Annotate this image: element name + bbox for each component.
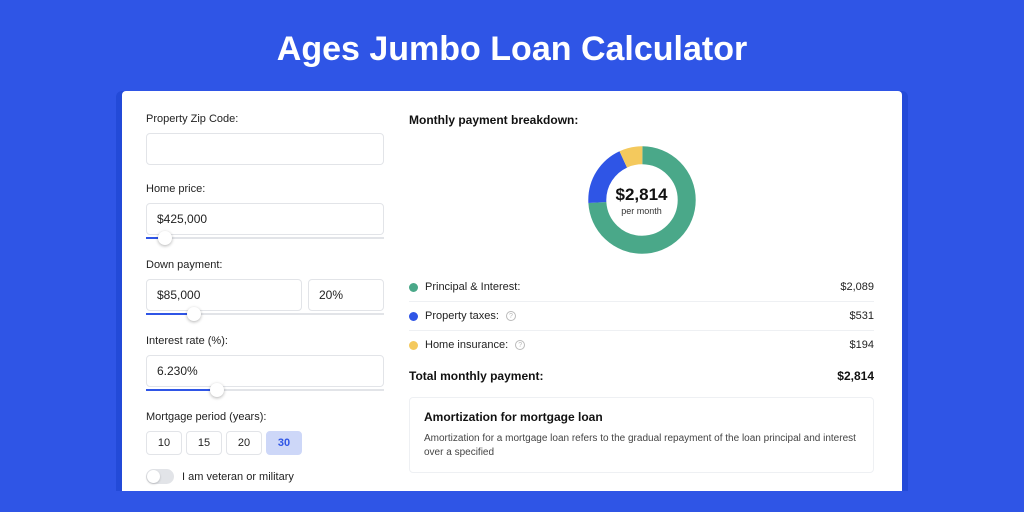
page-title: Ages Jumbo Loan Calculator (0, 0, 1024, 91)
card-shadow: Property Zip Code: Home price: Down paym… (116, 91, 908, 491)
donut-chart-wrap: $2,814 per month (409, 137, 874, 273)
breakdown-label: Property taxes: (425, 310, 499, 322)
toggle-knob-icon (147, 470, 160, 483)
legend-dot-icon (409, 341, 418, 350)
interest-rate-label: Interest rate (%): (146, 335, 387, 347)
donut-amount: $2,814 (616, 185, 668, 205)
home-price-slider[interactable] (146, 235, 384, 251)
veteran-toggle-row: I am veteran or military (146, 469, 387, 484)
breakdown-label: Home insurance: (425, 339, 508, 351)
zip-field-group: Property Zip Code: (146, 113, 387, 165)
interest-rate-input[interactable] (146, 355, 384, 387)
veteran-toggle-label: I am veteran or military (182, 471, 294, 483)
breakdown-value: $531 (850, 310, 874, 322)
down-payment-group: Down payment: (146, 259, 387, 327)
amortization-title: Amortization for mortgage loan (424, 410, 859, 424)
zip-input[interactable] (146, 133, 384, 165)
interest-rate-slider[interactable] (146, 387, 384, 403)
mortgage-period-label: Mortgage period (years): (146, 411, 387, 423)
period-button-10[interactable]: 10 (146, 431, 182, 455)
donut-center: $2,814 per month (583, 141, 701, 259)
breakdown-row-tax: Property taxes:? $531 (409, 302, 874, 331)
info-icon[interactable]: ? (515, 340, 525, 350)
down-payment-amount-input[interactable] (146, 279, 302, 311)
mortgage-period-group: Mortgage period (years): 10152030 (146, 411, 387, 455)
breakdown-title: Monthly payment breakdown: (409, 113, 874, 127)
home-price-label: Home price: (146, 183, 387, 195)
breakdown-label: Principal & Interest: (425, 281, 520, 293)
home-price-input[interactable] (146, 203, 384, 235)
donut-chart: $2,814 per month (583, 141, 701, 259)
amortization-card: Amortization for mortgage loan Amortizat… (409, 397, 874, 473)
period-button-30[interactable]: 30 (266, 431, 302, 455)
veteran-toggle[interactable] (146, 469, 174, 484)
down-payment-slider-handle[interactable] (187, 307, 201, 321)
legend-dot-icon (409, 283, 418, 292)
info-icon[interactable]: ? (506, 311, 516, 321)
down-payment-pct-input[interactable] (308, 279, 384, 311)
zip-label: Property Zip Code: (146, 113, 387, 125)
donut-sub: per month (621, 206, 662, 216)
calculator-card: Property Zip Code: Home price: Down paym… (122, 91, 902, 491)
home-price-group: Home price: (146, 183, 387, 251)
legend-dot-icon (409, 312, 418, 321)
inputs-column: Property Zip Code: Home price: Down paym… (122, 91, 387, 491)
down-payment-slider[interactable] (146, 311, 384, 327)
home-price-slider-handle[interactable] (158, 231, 172, 245)
total-value: $2,814 (837, 369, 874, 383)
period-button-15[interactable]: 15 (186, 431, 222, 455)
breakdown-row-pi: Principal & Interest: $2,089 (409, 273, 874, 302)
down-payment-label: Down payment: (146, 259, 387, 271)
breakdown-column: Monthly payment breakdown: $2,814 per mo… (387, 91, 902, 491)
breakdown-value: $194 (850, 339, 874, 351)
breakdown-value: $2,089 (840, 281, 874, 293)
interest-rate-group: Interest rate (%): (146, 335, 387, 403)
period-button-20[interactable]: 20 (226, 431, 262, 455)
total-label: Total monthly payment: (409, 369, 543, 383)
total-row: Total monthly payment: $2,814 (409, 359, 874, 397)
breakdown-row-ins: Home insurance:? $194 (409, 331, 874, 359)
interest-rate-slider-handle[interactable] (210, 383, 224, 397)
amortization-text: Amortization for a mortgage loan refers … (424, 432, 859, 460)
